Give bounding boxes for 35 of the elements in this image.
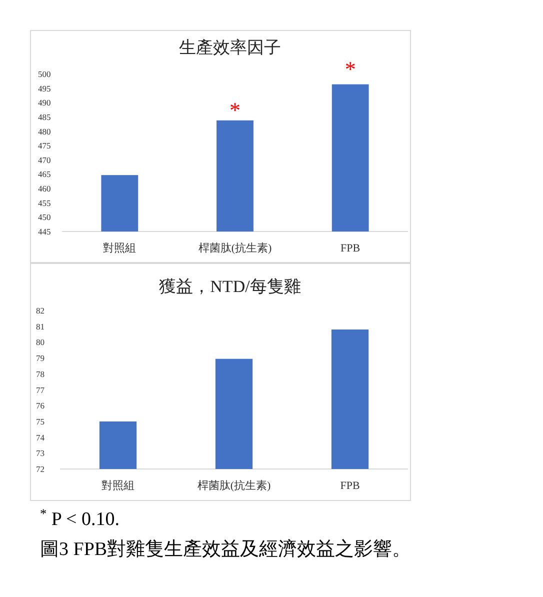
y-tick-label: 77	[36, 384, 44, 395]
y-tick-label: 78	[36, 368, 44, 379]
y-tick-label: 72	[36, 464, 44, 474]
y-tick-label: 470	[38, 154, 51, 165]
y-tick-label: 82	[36, 306, 44, 316]
annotation: *	[344, 56, 356, 82]
caption: 圖3 FPB對雞隻生產效益及經濟效益之影響。	[40, 538, 412, 560]
y-tick-label: 74	[36, 432, 46, 442]
x-tick-label: FPB	[340, 480, 360, 492]
y-tick-label: 80	[36, 337, 44, 348]
y-tick-label: 81	[36, 321, 44, 332]
y-tick-label: 455	[38, 198, 51, 208]
y-tick-label: 475	[38, 140, 51, 151]
y-tick-label: 500	[38, 69, 51, 79]
y-tick-label: 490	[38, 98, 51, 108]
annotation: *	[230, 97, 240, 122]
chart-title: 生產效率因子	[179, 38, 281, 57]
y-tick-label: 73	[36, 448, 44, 458]
y-tick-label: 445	[38, 226, 51, 236]
y-tick-label: 76	[36, 400, 44, 411]
y-tick-label: 495	[38, 83, 51, 94]
x-tick-label: FPB	[340, 242, 360, 254]
x-tick-label: 對照組	[103, 242, 136, 254]
y-tick-label: 79	[36, 353, 44, 364]
chart-title: 獲益，NTD/每隻雞	[159, 277, 301, 296]
text: $^{*}$ P < 0.10.	[40, 506, 120, 530]
x-tick-label: 桿菌肽(抗生素)	[197, 479, 271, 492]
y-tick-label: 75	[36, 416, 44, 426]
y-tick-label: 460	[38, 184, 51, 194]
y-tick-label: 485	[38, 112, 51, 122]
x-tick-label: 桿菌肽(抗生素)	[198, 242, 272, 254]
y-tick-label: 450	[38, 212, 51, 222]
x-tick-label: 對照組	[102, 479, 134, 492]
y-tick-label: 480	[38, 126, 51, 136]
y-tick-label: 465	[38, 169, 51, 180]
